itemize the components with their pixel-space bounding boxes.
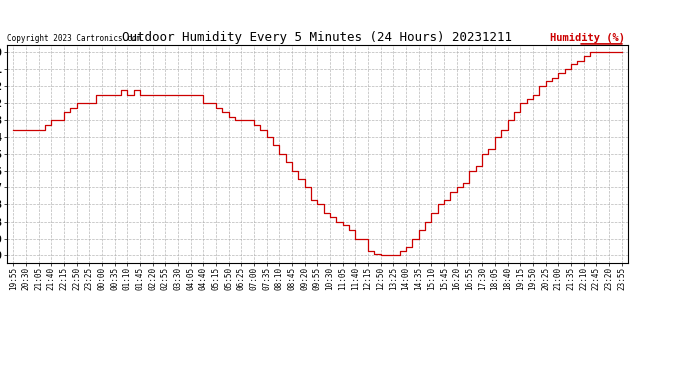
Text: Copyright 2023 Cartronics.com: Copyright 2023 Cartronics.com	[7, 34, 141, 43]
Text: Humidity (%): Humidity (%)	[550, 33, 625, 43]
Title: Outdoor Humidity Every 5 Minutes (24 Hours) 20231211: Outdoor Humidity Every 5 Minutes (24 Hou…	[122, 31, 513, 44]
